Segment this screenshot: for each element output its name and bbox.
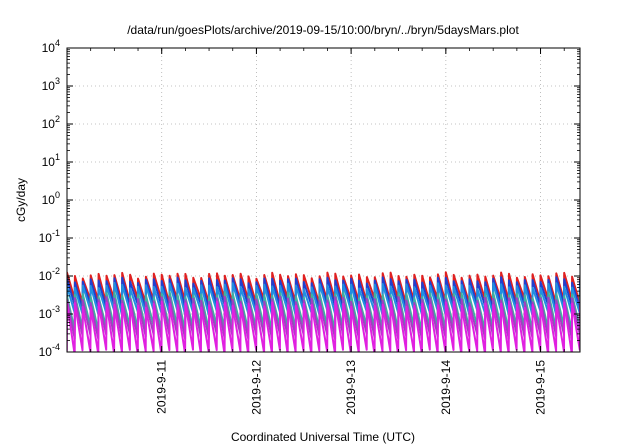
y-tick-label: 103 <box>42 76 60 93</box>
y-tick-base: 10 <box>42 193 56 207</box>
series-line <box>67 300 580 352</box>
y-tick-base: 10 <box>42 155 56 169</box>
y-tick-exponent: -4 <box>52 342 60 352</box>
y-tick-exponent: -3 <box>52 304 60 314</box>
y-tick-label: 101 <box>42 152 60 169</box>
x-axis: 2019-9-11 2019-9-12 2019-9-13 2019-9-14 2019… <box>90 48 565 415</box>
y-axis-label: cGy/day <box>14 178 28 222</box>
y-tick-base: 10 <box>42 79 56 93</box>
x-tick-label: 2019-9-11 <box>155 360 169 414</box>
y-tick-label: 10-4 <box>39 342 60 359</box>
x-tick-label: 2019-9-14 <box>439 360 453 415</box>
y-tick-exponent: 1 <box>55 152 60 162</box>
x-tick-label: 2019-9-15 <box>534 360 548 415</box>
y-tick-exponent: 4 <box>55 38 60 48</box>
y-tick-base: 10 <box>39 307 53 321</box>
chart-title: /data/run/goesPlots/archive/2019-09-15/1… <box>127 23 519 37</box>
y-tick-label: 10-2 <box>39 266 60 283</box>
y-tick-base: 10 <box>39 231 53 245</box>
y-tick-exponent: -1 <box>52 228 60 238</box>
y-tick-label: 104 <box>42 38 60 55</box>
y-tick-base: 10 <box>42 41 56 55</box>
y-tick-exponent: 0 <box>55 190 60 200</box>
y-tick-base: 10 <box>39 269 53 283</box>
y-tick-label: 100 <box>42 190 60 207</box>
y-tick-base: 10 <box>39 345 53 359</box>
series-group <box>67 271 580 352</box>
y-tick-base: 10 <box>42 117 56 131</box>
y-tick-exponent: -2 <box>52 266 60 276</box>
x-tick-label: 2019-9-13 <box>344 360 358 415</box>
y-tick-exponent: 3 <box>55 76 60 86</box>
y-tick-label: 10-1 <box>39 228 60 245</box>
x-tick-label: 2019-9-12 <box>249 360 263 415</box>
y-tick-exponent: 2 <box>55 114 60 124</box>
x-axis-label: Coordinated Universal Time (UTC) <box>231 430 415 444</box>
y-tick-label: 102 <box>42 114 60 131</box>
y-tick-label: 10-3 <box>39 304 60 321</box>
